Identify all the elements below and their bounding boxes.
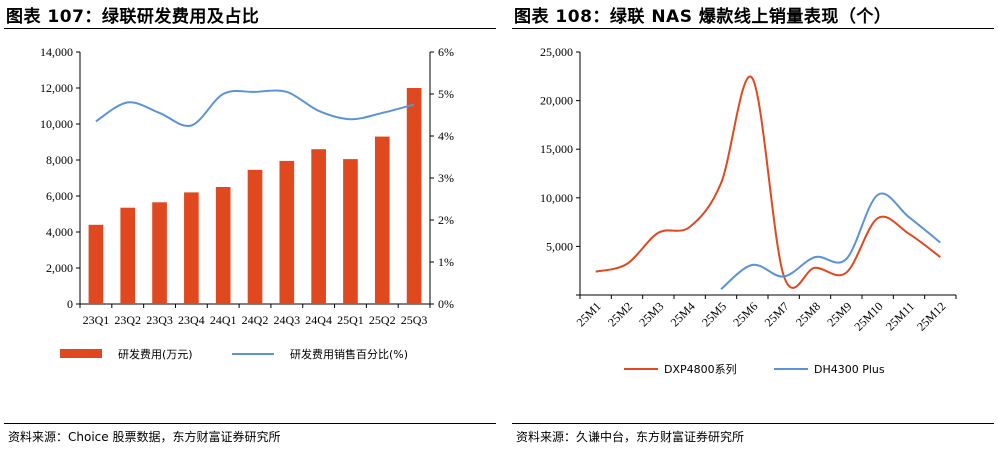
- legend-series1-label: DXP4800系列: [664, 362, 737, 376]
- left-y-tick-label: 0: [67, 297, 73, 311]
- left-y-tick-label: 10,000: [40, 117, 73, 131]
- right-y-tick-label: 1%: [438, 255, 454, 269]
- x-tick-label: 25M10: [851, 299, 885, 333]
- bar-25Q2: [374, 136, 390, 304]
- x-tick-label: 23Q3: [146, 313, 173, 327]
- y-tick-label: 15,000: [540, 142, 573, 156]
- bar-23Q1: [88, 224, 104, 304]
- x-tick-label: 25M3: [636, 299, 666, 329]
- right-chart-title: 图表 108：绿联 NAS 爆款线上销量表现（个）: [514, 7, 892, 27]
- x-tick-label: 24Q3: [273, 313, 300, 327]
- left-y-tick-label: 8,000: [46, 153, 73, 167]
- y-tick-label: 25,000: [540, 45, 573, 59]
- x-tick-label: 25M7: [762, 299, 792, 329]
- y-tick-label: 5,000: [546, 239, 573, 253]
- x-tick-label: 24Q2: [242, 313, 269, 327]
- x-tick-label: 25M11: [883, 299, 917, 333]
- bar-25Q1: [343, 159, 358, 304]
- left-source-rule: [4, 423, 496, 424]
- right-y-tick-label: 6%: [438, 45, 454, 59]
- bar-24Q2: [247, 169, 263, 304]
- right-y-tick-label: 0%: [438, 297, 454, 311]
- x-tick-label: 25Q3: [401, 313, 428, 327]
- left-chart-panel: 图表 107：绿联研发费用及占比 0 2,000 4,000 6,000 8,000 10…: [4, 7, 496, 444]
- right-chart-panel: 图表 108：绿联 NAS 爆款线上销量表现（个） 5,000 10,000 15,…: [508, 0, 998, 451]
- legend-series2-label: DH4300 Plus: [814, 363, 885, 376]
- legend-bar-swatch: [60, 349, 102, 358]
- y-tick-label: 10,000: [540, 191, 573, 205]
- x-tick-label: 25M2: [605, 299, 635, 329]
- bar-23Q2: [120, 207, 136, 304]
- bar-25Q3: [406, 88, 422, 304]
- right-y-tick-label: 3%: [438, 171, 454, 185]
- right-chart-source: 资料来源：久谦中台，东方财富证券研究所: [516, 430, 745, 444]
- ratio-line: [95, 89, 415, 128]
- x-tick-label: 25M5: [699, 299, 729, 329]
- x-tick-label: 23Q2: [114, 313, 141, 327]
- left-y-tick-label: 12,000: [40, 81, 73, 95]
- x-tick-label: 25M12: [914, 299, 948, 333]
- right-y-tick-label: 2%: [438, 213, 454, 227]
- legend-line-label: 研发费用销售百分比(%): [290, 347, 408, 361]
- legend-bar-label: 研发费用(万元): [118, 347, 193, 361]
- x-tick-label: 25M6: [730, 299, 760, 329]
- x-tick-label: 25M9: [824, 299, 854, 329]
- left-y-tick-label: 14,000: [40, 45, 73, 59]
- y-tick-label: 20,000: [540, 94, 573, 108]
- left-y-tick-label: 4,000: [46, 225, 73, 239]
- x-tick-label: 25Q1: [337, 313, 364, 327]
- right-source-rule: [512, 423, 994, 424]
- right-y-tick-label: 4%: [438, 129, 454, 143]
- x-tick-label: 24Q1: [210, 313, 237, 327]
- bar-23Q4: [184, 192, 199, 304]
- left-y-tick-label: 2,000: [46, 261, 73, 275]
- bar-23Q3: [152, 202, 167, 304]
- left-title-rule: [4, 28, 496, 29]
- x-tick-label: 23Q4: [178, 313, 205, 327]
- left-chart-title: 图表 107：绿联研发费用及占比: [6, 7, 260, 27]
- x-tick-label: 25M8: [793, 299, 823, 329]
- x-tick-label: 23Q1: [83, 313, 110, 327]
- bar-24Q1: [215, 187, 231, 304]
- right-title-rule: [512, 28, 994, 29]
- left-chart-svg: 0 2,000 4,000 6,000 8,000 10,000 12,000 14,000 0…: [40, 45, 454, 361]
- x-tick-label: 25M1: [574, 299, 604, 329]
- x-tick-label: 25Q2: [369, 313, 396, 327]
- bar-24Q4: [311, 149, 326, 304]
- x-tick-label: 25M4: [668, 299, 698, 329]
- right-y-tick-label: 5%: [438, 87, 454, 101]
- series-line-2: [720, 192, 941, 290]
- left-y-tick-label: 6,000: [46, 189, 73, 203]
- x-tick-label: 24Q4: [305, 313, 332, 327]
- series-line-1: [595, 75, 941, 289]
- bar-24Q3: [279, 160, 295, 304]
- left-chart-source: 资料来源：Choice 股票数据，东方财富证券研究所: [8, 430, 281, 444]
